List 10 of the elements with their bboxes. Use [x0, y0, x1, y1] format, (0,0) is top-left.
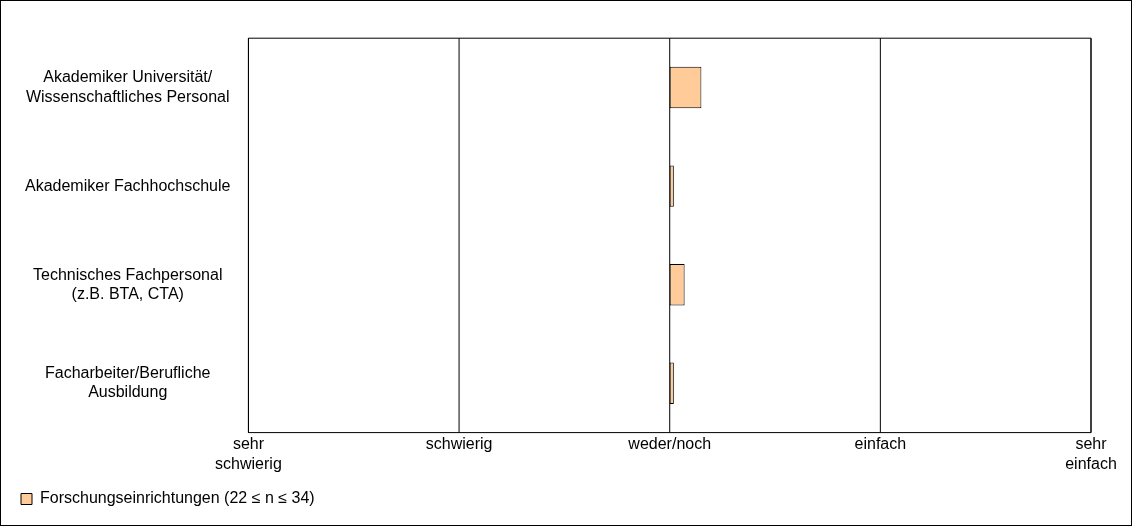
- legend-label: Forschungseinrichtungen (22 ≤ n ≤ 34): [40, 489, 315, 507]
- y-tick-label: Technisches Fachpersonal (z.B. BTA, CTA): [33, 265, 223, 302]
- y-tick-label: Akademiker Universität/ Wissenschaftliches Personal: [25, 68, 230, 105]
- text: einfach: [854, 435, 907, 453]
- text: weder/noch: [627, 435, 712, 453]
- text: schwierig: [425, 435, 493, 453]
- y-tick-label: Akademiker Fachhochschule: [25, 176, 231, 194]
- y-tick-label: Facharbeiter/Berufliche Ausbildung: [45, 364, 211, 401]
- text: sehr einfach: [1065, 435, 1117, 473]
- text: sehr schwierig: [215, 435, 282, 473]
